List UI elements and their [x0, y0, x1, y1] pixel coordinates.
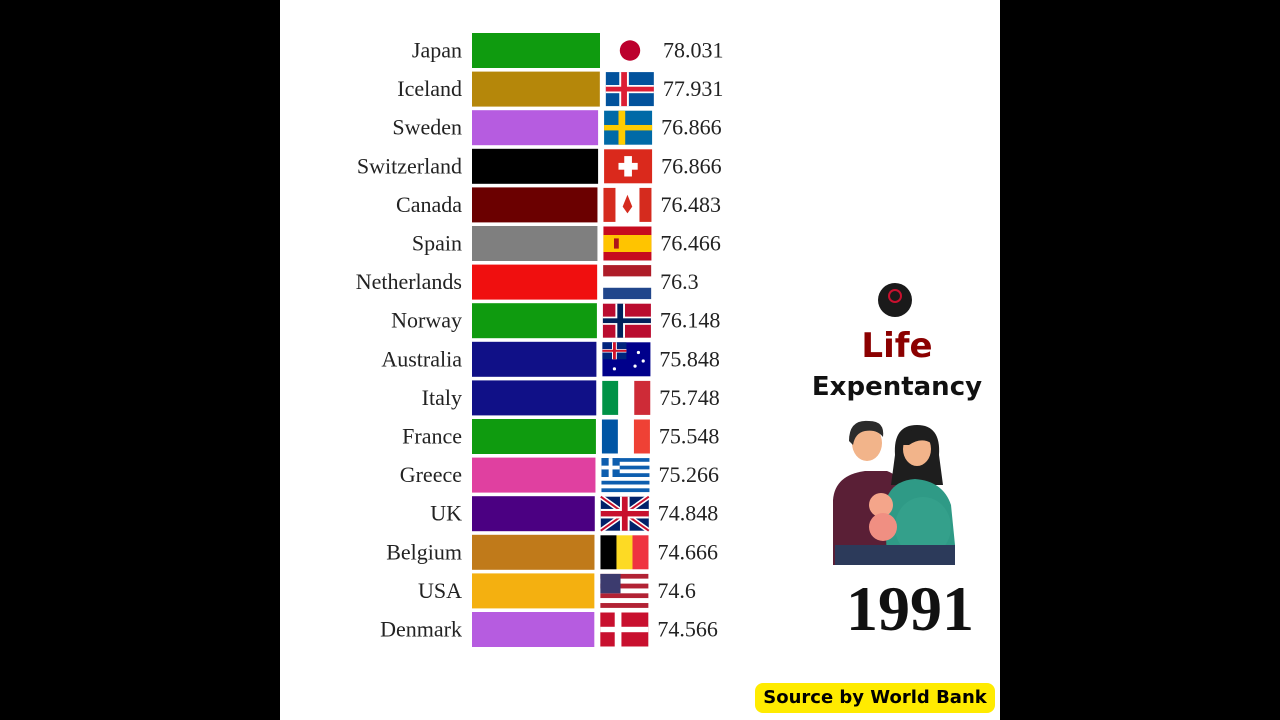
- flag-denmark-icon: [600, 612, 649, 647]
- bar-sweden: [472, 110, 599, 146]
- bar-canada: [472, 187, 598, 223]
- category-label: Italy: [422, 385, 462, 410]
- category-label: Sweden: [392, 115, 462, 140]
- flag-france-icon: [601, 419, 650, 454]
- chart-title-line2: Expentancy: [811, 372, 983, 402]
- category-label: France: [402, 424, 462, 449]
- flag-iceland-icon: [605, 72, 654, 107]
- category-label: Canada: [396, 192, 462, 217]
- flag-uk-icon: [599, 494, 651, 533]
- value-label: 76.466: [660, 231, 721, 256]
- value-label: 77.931: [663, 76, 724, 101]
- value-label: 74.666: [657, 539, 718, 564]
- flag-norway-icon: [602, 303, 651, 338]
- chart-title-line1: Life: [861, 326, 933, 366]
- category-label: Australia: [381, 346, 462, 371]
- value-label: 75.266: [658, 462, 719, 487]
- category-label: Netherlands: [356, 269, 462, 294]
- category-label: Denmark: [380, 617, 462, 642]
- value-label: 76.483: [660, 192, 721, 217]
- bar-chart: Japan 78.031 Iceland 77.931 Sweden 76.866 Swit…: [356, 33, 724, 647]
- category-label: Iceland: [397, 76, 462, 101]
- channel-logo: [878, 283, 912, 317]
- flag-sweden-icon: [604, 110, 653, 145]
- flag-greece-icon: [601, 458, 650, 493]
- bar-france: [472, 419, 596, 454]
- value-label: 74.848: [658, 501, 719, 526]
- value-label: 76.866: [661, 115, 722, 140]
- category-label: Greece: [400, 462, 462, 487]
- value-label: 75.748: [659, 385, 720, 410]
- flag-spain-icon: [603, 226, 652, 261]
- flag-australia-icon: [602, 342, 651, 377]
- category-label: Spain: [412, 231, 462, 256]
- bar-switzerland: [472, 148, 599, 184]
- value-label: 74.6: [657, 578, 696, 603]
- flag-switzerland-icon: [604, 149, 653, 184]
- bar-belgium: [472, 534, 595, 570]
- category-label: Japan: [412, 38, 462, 63]
- category-label: USA: [418, 578, 462, 603]
- flag-belgium-icon: [600, 535, 649, 570]
- bar-greece: [472, 457, 596, 493]
- value-label: 74.566: [657, 617, 718, 642]
- bar-usa: [472, 573, 595, 609]
- flag-canada-icon: [603, 187, 652, 222]
- bar-norway: [472, 303, 597, 339]
- bar-japan: [472, 33, 600, 68]
- category-label: Norway: [391, 308, 462, 333]
- flag-usa-icon: [600, 573, 649, 608]
- value-label: 78.031: [663, 38, 724, 63]
- bar-australia: [472, 341, 597, 377]
- flag-japan-icon: [606, 33, 654, 68]
- source-badge: Source by World Bank: [755, 683, 995, 713]
- logo-mark-icon: [888, 289, 902, 303]
- year-label: 1991: [846, 573, 974, 644]
- bar-iceland: [472, 71, 600, 107]
- family-illustration-icon: [833, 420, 955, 565]
- bar-uk: [472, 496, 595, 532]
- value-label: 76.866: [661, 153, 722, 178]
- bar-italy: [472, 380, 597, 416]
- value-label: 76.3: [660, 269, 699, 294]
- value-label: 75.548: [659, 424, 720, 449]
- bar-netherlands: [472, 264, 598, 300]
- bar-denmark: [472, 612, 595, 647]
- chart-panel: Japan 78.031 Iceland 77.931 Sweden 76.866 Swit…: [280, 0, 1000, 720]
- category-label: UK: [430, 501, 462, 526]
- bar-spain: [472, 226, 598, 261]
- value-label: 75.848: [659, 346, 720, 371]
- flag-italy-icon: [602, 380, 651, 415]
- value-label: 76.148: [660, 308, 721, 333]
- category-label: Belgium: [386, 539, 462, 564]
- category-label: Switzerland: [357, 153, 462, 178]
- flag-netherlands-icon: [603, 265, 652, 300]
